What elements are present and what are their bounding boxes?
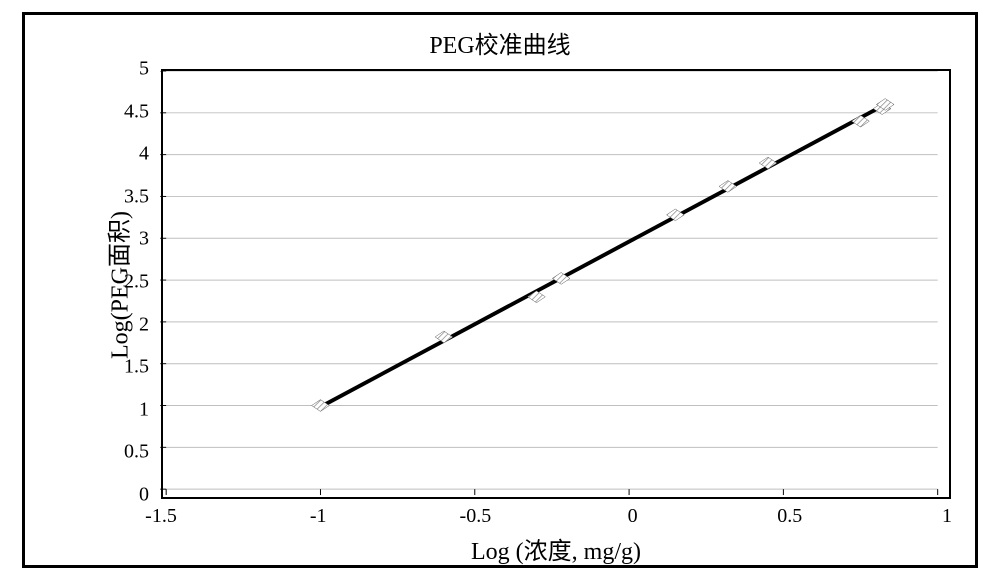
y-tick-label: 4: [89, 143, 149, 166]
x-tick-label: -1.5: [145, 505, 177, 528]
y-tick-label: 2: [89, 313, 149, 336]
y-tick-label: 2.5: [89, 271, 149, 294]
y-tick-label: 5: [89, 58, 149, 81]
outer-frame: PEG校准曲线 Log(PEG面积) Log (浓度, mg/g) y = 1.…: [22, 12, 978, 568]
y-tick-label: 1.5: [89, 356, 149, 379]
regression-line: [320, 104, 885, 406]
y-tick-label: 3: [89, 228, 149, 251]
x-tick-label: -0.5: [460, 505, 492, 528]
data-marker: [759, 157, 777, 169]
chart-title: PEG校准曲线: [25, 25, 975, 60]
x-tick-label: -1: [310, 505, 327, 528]
y-tick-label: 0.5: [89, 441, 149, 464]
x-axis-label: Log (浓度, mg/g): [161, 531, 951, 566]
x-tick-label: 0.5: [777, 505, 802, 528]
x-tick-label: 1: [942, 505, 952, 528]
data-marker: [435, 331, 453, 343]
y-tick-label: 3.5: [89, 185, 149, 208]
data-marker: [852, 115, 870, 127]
x-tick-label: 0: [628, 505, 638, 528]
plot-svg: [155, 71, 941, 497]
plot-area: [161, 69, 951, 499]
y-tick-label: 0: [89, 484, 149, 507]
y-tick-label: 1: [89, 398, 149, 421]
y-tick-label: 4.5: [89, 100, 149, 123]
